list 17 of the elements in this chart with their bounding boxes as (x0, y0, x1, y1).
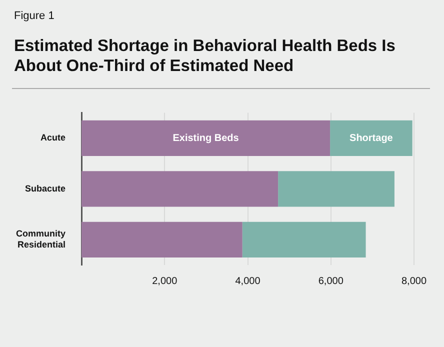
series-label: Existing Beds (172, 132, 240, 144)
chart-title: Estimated Shortage in Behavioral Health Beds Is About One-Third of Estimated Need (14, 36, 396, 76)
bar (330, 120, 412, 156)
y-tick-label: Subacute (24, 183, 66, 194)
x-tick-label: 2,000 (152, 276, 178, 287)
bar (242, 222, 366, 258)
x-tick-label: 6,000 (318, 276, 344, 287)
caption: Figure 1 (14, 10, 54, 22)
series-label: Shortage (350, 132, 394, 144)
bar (278, 171, 394, 207)
bar (82, 171, 278, 207)
bar (82, 222, 242, 258)
y-tick-label: Community Residential (16, 228, 66, 250)
y-tick-label: Acute (40, 132, 66, 143)
bar (82, 120, 330, 156)
x-tick-label: 8,000 (401, 276, 427, 287)
x-tick-label: 4,000 (235, 276, 261, 287)
